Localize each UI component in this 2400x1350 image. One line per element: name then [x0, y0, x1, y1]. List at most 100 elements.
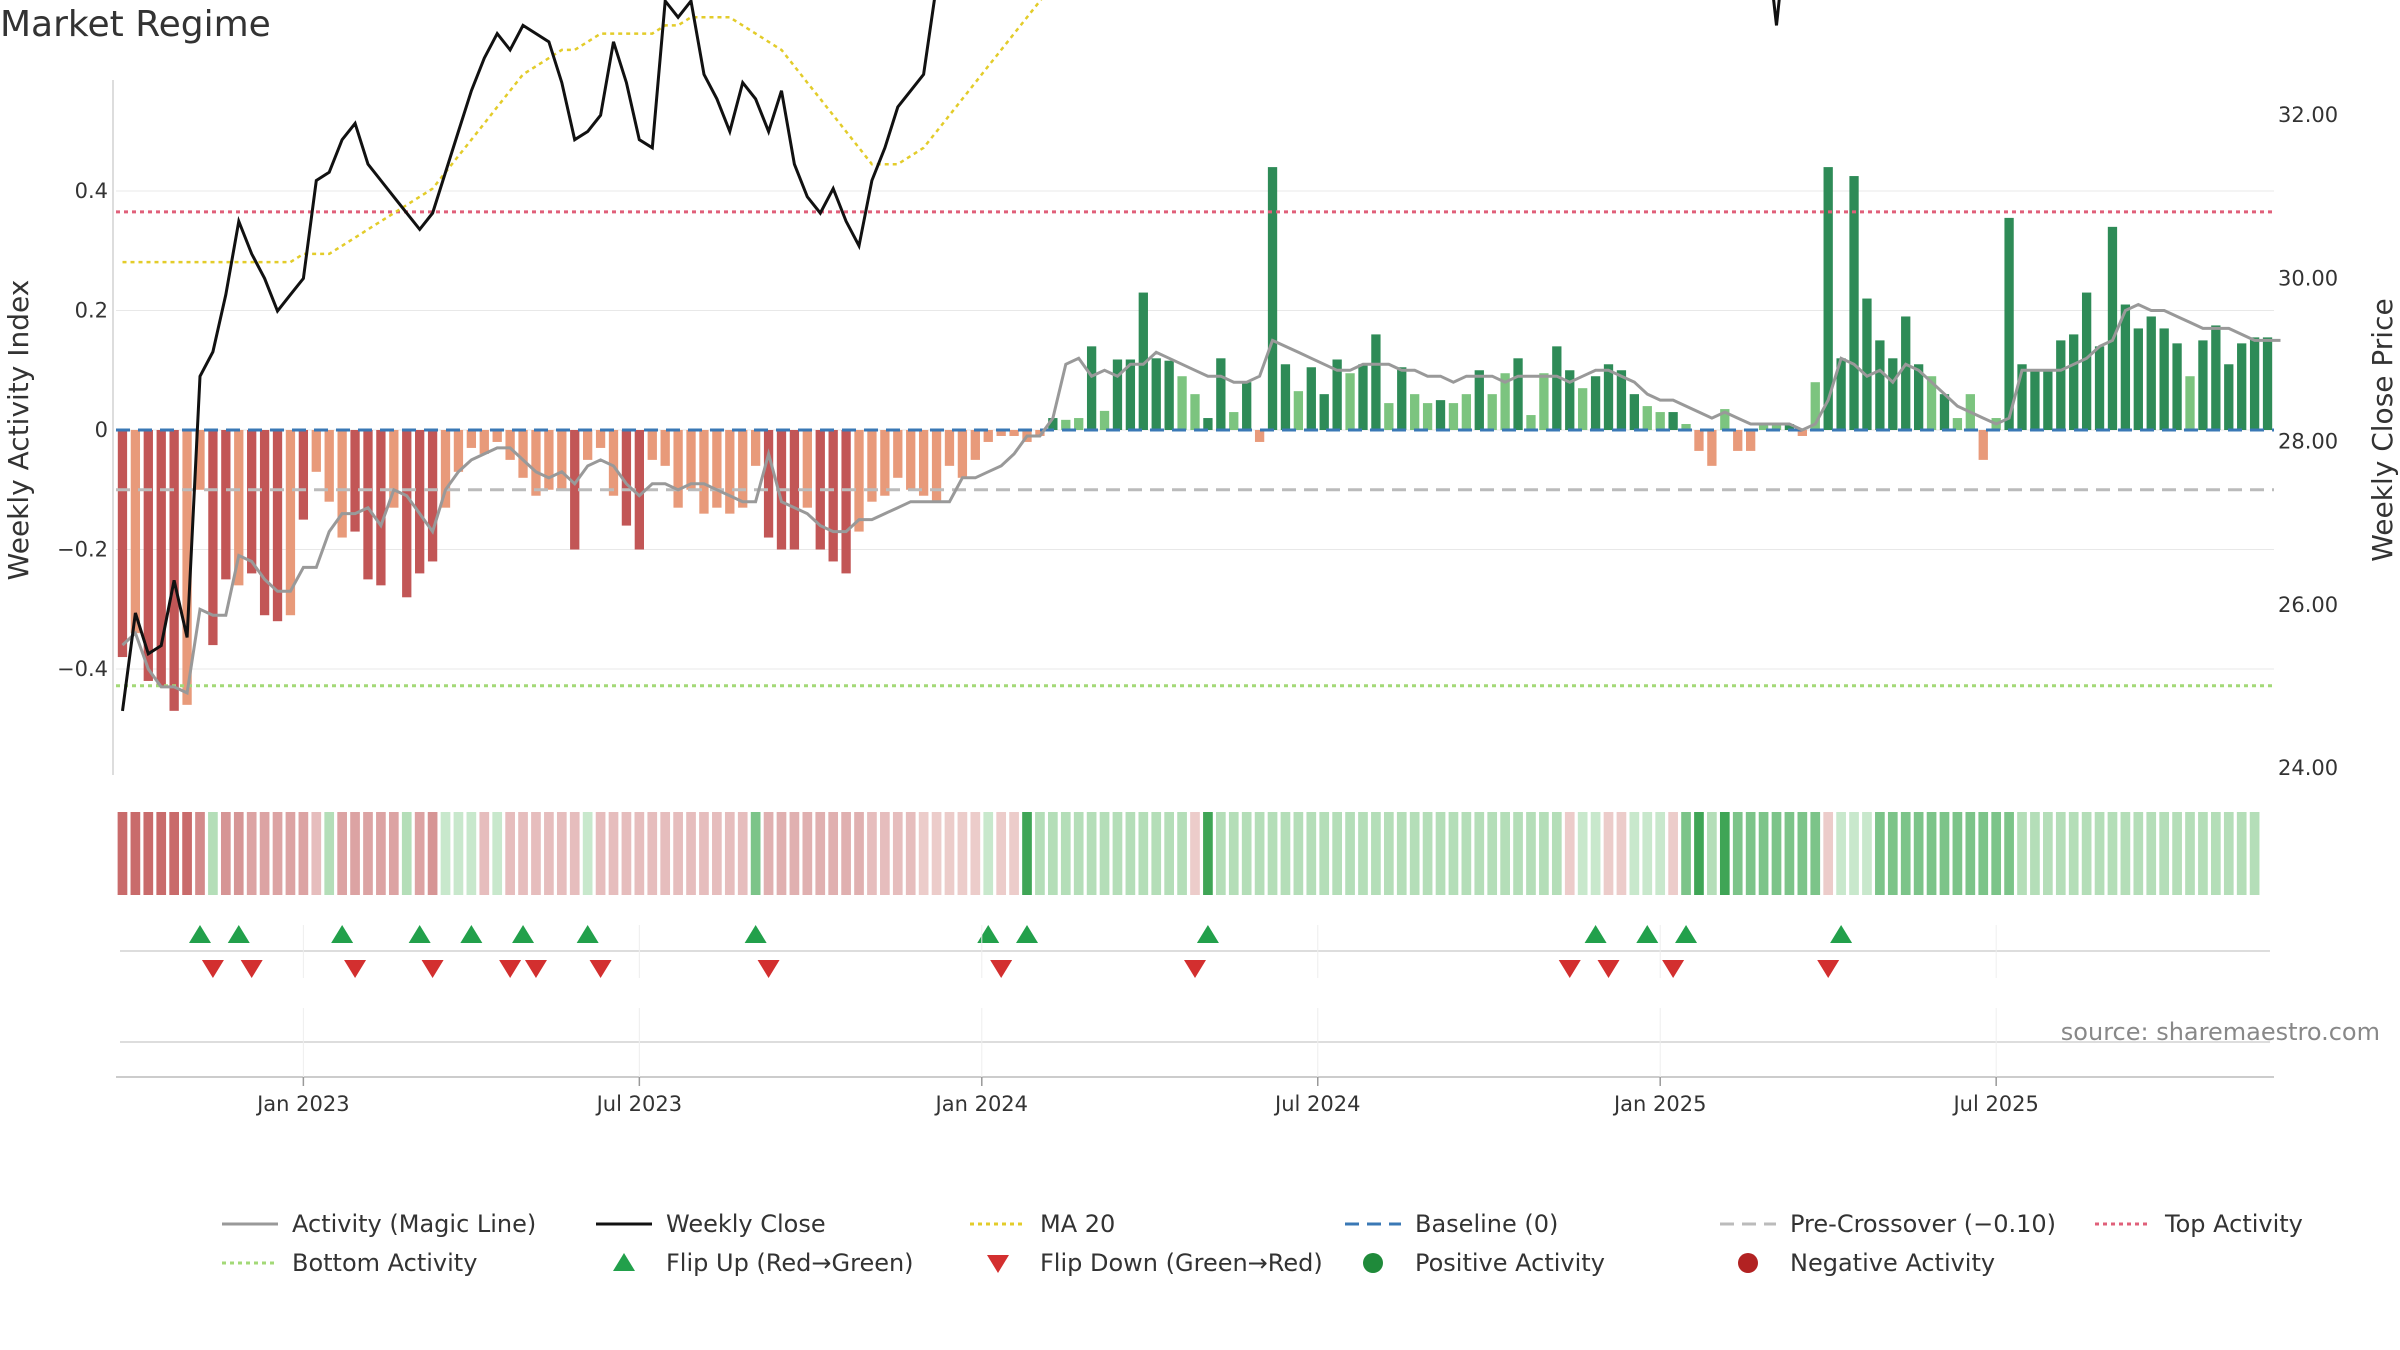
regime-cell	[1358, 812, 1368, 895]
activity-bar	[1616, 370, 1627, 430]
regime-cell	[1564, 812, 1575, 895]
activity-bar	[1668, 412, 1678, 430]
activity-bar	[1461, 394, 1472, 430]
x-tick-label: Jul 2023	[595, 1092, 682, 1116]
regime-cell	[1435, 812, 1446, 895]
activity-bar	[2211, 325, 2221, 430]
activity-bar	[2262, 337, 2273, 430]
activity-bar	[660, 430, 670, 466]
regime-cell	[2030, 812, 2040, 895]
regime-cell	[634, 812, 645, 895]
regime-cell	[1616, 812, 1627, 895]
activity-bar	[1099, 410, 1110, 430]
activity-bar	[686, 430, 696, 490]
activity-bar	[479, 430, 489, 454]
regime-cell	[1409, 812, 1420, 895]
regime-cell	[1216, 812, 1226, 895]
regime-cell	[1655, 812, 1666, 895]
activity-bar	[1526, 415, 1536, 430]
activity-bar	[1707, 430, 1717, 466]
x-tick-label: Jan 2025	[1612, 1092, 1707, 1116]
regime-cell	[1629, 812, 1640, 895]
activity-bar	[1590, 376, 1601, 430]
flip-down-marker	[1662, 960, 1685, 978]
activity-bar	[1578, 388, 1588, 430]
activity-bar	[247, 430, 257, 574]
activity-bar	[1565, 370, 1575, 430]
activity-bar	[2069, 334, 2079, 430]
flip-markers	[120, 925, 2270, 978]
regime-cell	[324, 812, 335, 895]
regime-cell	[1810, 812, 1821, 895]
activity-bar	[1474, 370, 1484, 430]
legend-item: Bottom Activity	[222, 1249, 477, 1277]
flip-down-marker	[240, 960, 263, 978]
activity-bar	[712, 430, 722, 508]
regime-cell	[556, 812, 567, 895]
activity-bar	[1319, 394, 1329, 430]
activity-bar	[1306, 367, 1316, 430]
activity-bar	[2081, 292, 2092, 430]
regime-cell	[1332, 812, 1342, 895]
activity-bar	[1384, 403, 1394, 430]
regime-cell	[427, 812, 438, 895]
regime-cell	[2081, 812, 2092, 895]
regime-cell	[544, 812, 554, 895]
regime-cell	[492, 812, 503, 895]
activity-bar	[337, 430, 347, 538]
activity-bar	[2004, 217, 2014, 430]
activity-bar	[415, 430, 425, 574]
regime-cell	[1823, 812, 1834, 895]
flip-up-marker	[188, 925, 211, 943]
activity-bar	[389, 430, 399, 508]
activity-bar	[1500, 373, 1510, 430]
activity-bar	[880, 430, 890, 496]
regime-cell	[1190, 812, 1200, 895]
activity-bar	[983, 430, 993, 442]
regime-cell	[1577, 812, 1588, 895]
activity-bar	[2249, 337, 2260, 430]
activity-bar	[156, 430, 166, 687]
regime-cell	[1603, 812, 1614, 895]
activity-bar	[350, 430, 360, 532]
legend-item: Top Activity	[2095, 1210, 2303, 1238]
regime-cell	[337, 812, 347, 895]
activity-bar	[1913, 364, 1924, 430]
regime-cell	[1745, 812, 1756, 895]
legend-label: Top Activity	[2164, 1210, 2303, 1238]
activity-bar	[143, 430, 153, 681]
left-tick-label: −0.4	[57, 657, 108, 681]
activity-bar	[595, 430, 606, 448]
flip-down-marker	[589, 960, 612, 978]
regime-cell	[1513, 812, 1523, 895]
legend-swatch	[1363, 1253, 1383, 1273]
regime-cell	[892, 812, 903, 895]
flip-up-marker	[408, 925, 431, 943]
regime-cell	[1978, 812, 1989, 895]
regime-cell	[1719, 812, 1730, 895]
regime-cell	[686, 812, 696, 895]
regime-cell	[1203, 812, 1213, 895]
regime-cell	[169, 812, 179, 895]
regime-cell	[1965, 812, 1976, 895]
regime-cell	[1900, 812, 1911, 895]
x-tick-label: Jul 2025	[1951, 1092, 2038, 1116]
legend-label: Baseline (0)	[1415, 1210, 1558, 1238]
flip-up-marker	[331, 925, 354, 943]
regime-cell	[2133, 812, 2144, 895]
regime-cell	[582, 812, 593, 895]
regime-cell	[246, 812, 257, 895]
regime-cell	[401, 812, 412, 895]
flip-up-marker	[1830, 925, 1853, 943]
activity-bar	[1151, 358, 1161, 430]
activity-bar	[1125, 359, 1136, 430]
legend-label: Bottom Activity	[292, 1249, 477, 1277]
regime-cell	[724, 812, 735, 895]
activity-bar	[1177, 376, 1187, 430]
legend-label: Flip Down (Green→Red)	[1040, 1249, 1323, 1277]
activity-bar	[2056, 340, 2066, 431]
activity-bar	[906, 430, 916, 490]
regime-cell	[1151, 812, 1162, 895]
activity-bar	[505, 430, 515, 460]
activity-bar	[634, 430, 644, 550]
